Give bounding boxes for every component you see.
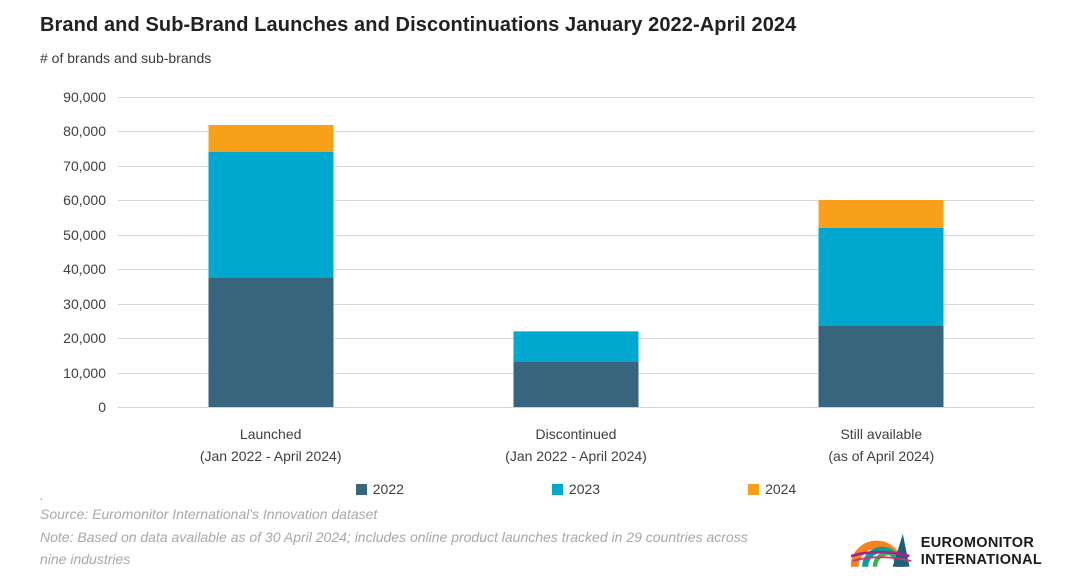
bar-slot	[118, 98, 423, 407]
y-tick-label: 70,000	[63, 157, 106, 174]
gridline	[118, 165, 1034, 167]
logo-line1: EUROMONITOR	[920, 534, 1035, 551]
legend-label-2024: 2024	[765, 481, 797, 497]
legend-swatch-2023	[551, 483, 563, 495]
gridline	[118, 269, 1034, 271]
bar-segment-2023	[818, 227, 944, 327]
y-tick-label: 10,000	[63, 364, 106, 381]
y-tick-label: 80,000	[63, 123, 106, 140]
x-category-label-line2: (Jan 2022 - April 2024)	[199, 448, 342, 464]
gridline	[118, 200, 1034, 202]
stacked-bar	[818, 200, 944, 407]
legend-item-2024: 2024	[748, 481, 796, 497]
legend-swatch-2024	[748, 483, 760, 495]
y-axis-labels: 0 10,000 20,000 30,000 40,000 50,000 60,000 70,…	[0, 89, 106, 415]
y-tick-label: 90,000	[63, 89, 106, 105]
y-tick-label: 0	[98, 399, 106, 415]
gridline	[118, 97, 1034, 98]
legend-item-2023: 2023	[551, 481, 601, 497]
x-category-label-line2: (Jan 2022 - April 2024)	[505, 448, 647, 464]
gridline	[118, 131, 1034, 133]
x-category-label-line1: Launched	[239, 426, 302, 442]
legend-item-2022: 2022	[355, 481, 404, 497]
y-tick-label: 30,000	[63, 295, 106, 312]
footer: . Source: Euromonitor International's In…	[40, 487, 750, 571]
x-category-label: Still available (as of April 2024)	[729, 423, 1034, 467]
legend-label-2022: 2022	[372, 481, 404, 497]
bar-segment-2022	[208, 277, 334, 407]
x-category-label-line2: (as of April 2024)	[828, 448, 935, 464]
bar-segment-2024	[513, 331, 639, 333]
bar-segment-2024	[818, 200, 944, 228]
legend-label-2023: 2023	[568, 481, 601, 497]
stacked-bar	[513, 331, 639, 407]
legend-swatch-2022	[355, 483, 367, 495]
bar-segment-2022	[513, 361, 639, 407]
x-axis-labels: Launched (Jan 2022 - April 2024) Discontin…	[118, 423, 1034, 467]
y-tick-label: 60,000	[63, 192, 106, 209]
bar-slot	[423, 98, 728, 407]
y-tick-label: 40,000	[63, 261, 106, 278]
euromonitor-logo-text: EUROMONITOR INTERNATIONAL	[921, 535, 1042, 569]
stacked-bar	[208, 124, 334, 407]
logo-line2: INTERNATIONAL	[920, 551, 1042, 568]
footer-dot: .	[40, 487, 44, 503]
bar-segment-2024	[208, 124, 334, 153]
y-tick-label: 50,000	[63, 226, 106, 243]
legend: 2022 2023 2024	[118, 481, 1034, 497]
bar-segment-2023	[208, 152, 334, 278]
y-tick-label: 20,000	[63, 330, 106, 347]
bar-segment-2023	[513, 332, 639, 362]
gridline	[118, 303, 1034, 305]
x-category-label-line1: Discontinued	[535, 426, 617, 442]
x-category-label: Launched (Jan 2022 - April 2024)	[118, 423, 423, 467]
chart-subtitle: # of brands and sub-brands	[40, 50, 212, 66]
x-category-label-line1: Still available	[840, 426, 923, 442]
footer-source: Source: Euromonitor International's Inno…	[40, 506, 378, 522]
bar-segment-2022	[818, 326, 944, 407]
plot-area	[118, 97, 1034, 408]
x-category-label: Discontinued (Jan 2022 - April 2024)	[423, 423, 728, 467]
footer-note: Note: Based on data available as of 30 A…	[40, 528, 748, 568]
euromonitor-logo: EUROMONITOR INTERNATIONAL	[850, 527, 1042, 576]
chart-title: Brand and Sub-Brand Launches and Discont…	[40, 14, 797, 36]
bar-slot	[729, 98, 1034, 407]
gridline	[118, 234, 1034, 236]
euromonitor-logo-icon	[850, 527, 913, 576]
